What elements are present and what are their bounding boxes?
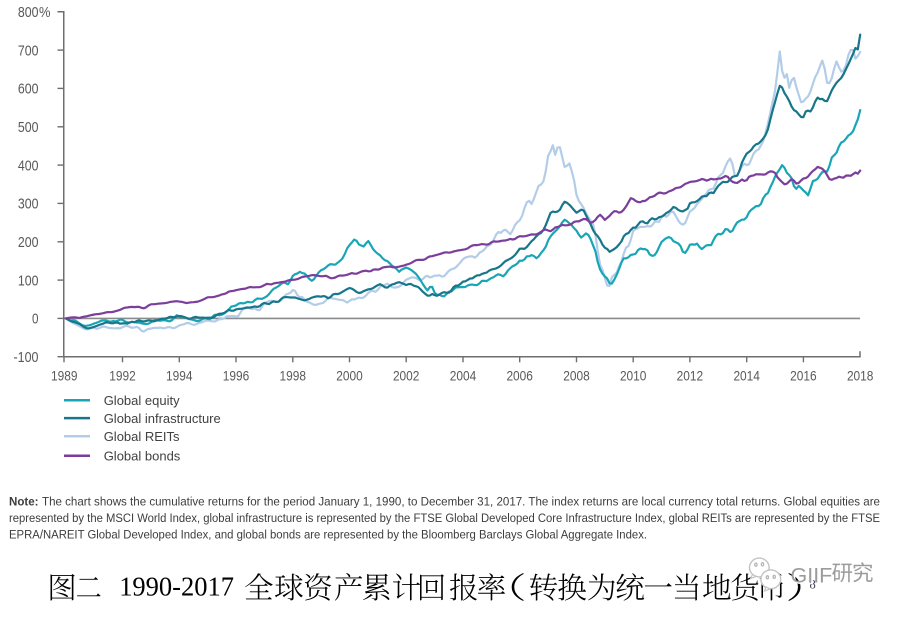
- svg-text:400: 400: [18, 157, 39, 174]
- svg-text:800: 800: [18, 4, 39, 21]
- svg-text:1996: 1996: [223, 368, 250, 384]
- svg-text:2004: 2004: [450, 368, 477, 384]
- svg-text:The chart shows the cumulative: The chart shows the cumulative returns f…: [42, 495, 880, 509]
- svg-text:EPRA/NAREIT Global Developed I: EPRA/NAREIT Global Developed Index, and …: [9, 528, 647, 542]
- svg-text:2002: 2002: [393, 368, 420, 384]
- svg-text:2012: 2012: [677, 368, 704, 384]
- svg-text:2000: 2000: [336, 368, 363, 384]
- svg-text:2016: 2016: [790, 368, 817, 384]
- svg-text:1998: 1998: [280, 368, 307, 384]
- svg-text:GIIF: GIIF: [792, 565, 834, 589]
- svg-text:Global bonds: Global bonds: [104, 448, 181, 463]
- svg-text:Note:: Note:: [9, 495, 39, 509]
- svg-text:1990-2017: 1990-2017: [119, 571, 234, 602]
- svg-text:1994: 1994: [166, 368, 193, 384]
- svg-text:2018: 2018: [847, 368, 874, 384]
- svg-text:Global infrastructure: Global infrastructure: [104, 411, 221, 426]
- svg-text:500: 500: [18, 119, 39, 136]
- svg-text:Global equity: Global equity: [104, 393, 180, 408]
- svg-text:300: 300: [18, 196, 39, 213]
- svg-text:2014: 2014: [733, 368, 760, 384]
- svg-text:8: 8: [810, 578, 816, 592]
- svg-text:2006: 2006: [506, 368, 533, 384]
- svg-text:1992: 1992: [109, 368, 136, 384]
- svg-text:-100: -100: [14, 349, 39, 366]
- svg-text:600: 600: [18, 81, 39, 98]
- svg-text:2010: 2010: [620, 368, 647, 384]
- svg-text:0: 0: [32, 311, 39, 328]
- svg-text:Global REITs: Global REITs: [104, 429, 180, 444]
- svg-text:200: 200: [18, 234, 39, 251]
- svg-text:%: %: [39, 4, 51, 21]
- svg-text:GIIF: GIIF: [791, 564, 833, 588]
- svg-text:700: 700: [18, 42, 39, 59]
- svg-text:represented by the MSCI World: represented by the MSCI World Index, glo…: [9, 511, 880, 525]
- svg-text:100: 100: [18, 272, 39, 289]
- svg-text:2008: 2008: [563, 368, 590, 384]
- svg-text:1989: 1989: [51, 368, 78, 384]
